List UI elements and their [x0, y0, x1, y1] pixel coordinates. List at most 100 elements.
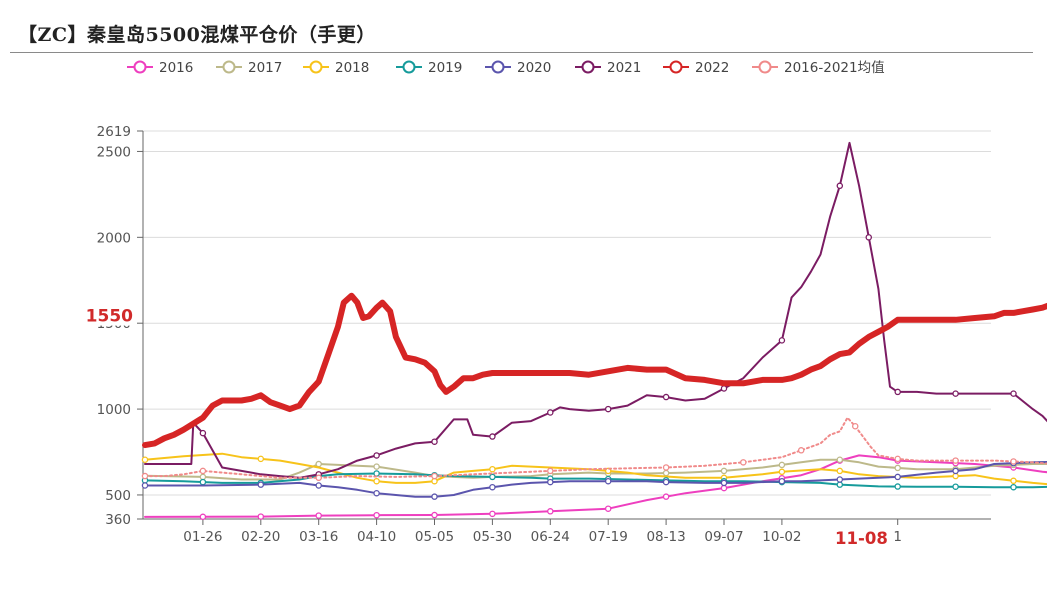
x-tick-label: 10-02	[762, 529, 801, 545]
series-point-2018	[1010, 477, 1017, 485]
legend-label-2021: 2021	[607, 60, 641, 76]
series-point-2018	[952, 472, 959, 480]
legend-marker-2017	[222, 60, 236, 74]
series-point-2019	[894, 483, 901, 490]
series-point-2016-2021均值	[894, 455, 901, 463]
series-point-2021	[604, 405, 612, 413]
legend-label-2018: 2018	[335, 60, 369, 76]
x-tick-label: 02-20	[241, 529, 280, 545]
series-point-2019	[836, 481, 844, 488]
x-tick-label: 1	[893, 529, 902, 545]
series-point-2021	[952, 390, 959, 397]
series-point-2016	[489, 510, 496, 518]
series-line-2019	[144, 472, 1047, 489]
series-point-2020	[952, 467, 959, 475]
series-point-2021	[720, 385, 728, 392]
series-point-2021	[373, 452, 380, 459]
series-point-2020	[315, 482, 322, 489]
y-tick-label: 500	[105, 488, 131, 504]
series-point-2020	[489, 483, 496, 491]
series-point-2021	[489, 433, 496, 440]
series-line-2018	[144, 452, 1047, 486]
series-point-2020	[662, 478, 670, 486]
chart-grid	[143, 130, 991, 520]
series-point-2016	[257, 513, 265, 520]
title-divider	[10, 52, 1033, 53]
series-point-2021	[894, 388, 901, 396]
series-point-2020	[257, 481, 265, 488]
legend-marker-2021	[581, 60, 595, 74]
series-point-2017	[836, 456, 844, 463]
series-line-2021	[144, 141, 1047, 479]
series-point-2016-2021均值	[797, 447, 805, 454]
series-point-2016	[547, 508, 554, 515]
series-point-2016	[199, 513, 207, 521]
series-line-2020	[144, 461, 1047, 498]
legend-label-2022: 2022	[695, 60, 729, 76]
series-point-2020	[547, 478, 554, 486]
series-point-2016-2021均值	[141, 472, 149, 480]
series-point-2017	[778, 461, 786, 469]
series-point-2020	[778, 477, 786, 485]
series-point-2021	[547, 409, 554, 416]
legend-marker-2018	[309, 60, 323, 74]
series-point-2016	[373, 511, 380, 519]
series-point-2017	[720, 467, 728, 475]
legend-marker-2016-2021均值	[758, 60, 772, 74]
x-tick-label: 01-26	[183, 529, 222, 545]
x-highlight-label: 11-08	[835, 529, 888, 548]
series-point-2021	[199, 429, 207, 437]
series-point-2016-2021均值	[952, 457, 959, 464]
series-point-2019	[1010, 483, 1017, 491]
series-point-2018	[373, 477, 380, 485]
series-point-2017	[373, 463, 380, 470]
series-point-2019	[373, 470, 380, 477]
x-tick-label: 05-30	[473, 529, 512, 545]
series-point-2016	[431, 511, 438, 519]
series-point-2021	[836, 182, 844, 190]
series-point-2021	[662, 393, 670, 401]
y-tick-label: 2500	[97, 144, 131, 160]
series-point-2016-2021均值	[662, 464, 670, 471]
legend-label-2017: 2017	[248, 60, 282, 76]
legend-label-2016-2021均值: 2016-2021均值	[784, 60, 885, 76]
series-point-2021	[778, 337, 786, 344]
legend-marker-2022	[669, 60, 683, 74]
series-point-2016	[604, 505, 612, 512]
series-point-2016-2021均值	[431, 472, 438, 480]
series-point-2020	[720, 479, 728, 487]
y-tick-label: 2619	[97, 124, 131, 140]
chart-axes: 36050010001500200025002619155001-2602-20…	[84, 124, 991, 548]
series-point-2016-2021均值	[1010, 458, 1017, 465]
series-point-2021	[865, 234, 873, 241]
x-tick-label: 07-19	[589, 529, 628, 545]
legend-marker-2016	[133, 60, 147, 74]
series-point-2019	[489, 473, 496, 481]
x-tick-label: 04-10	[357, 529, 396, 545]
series-point-2017	[199, 473, 207, 481]
series-point-2018	[778, 468, 786, 476]
series-point-2016-2021均值	[851, 423, 859, 430]
chart-legend: 2016 2017 2018 2019 2020 2021 2022 2016-2021均值	[127, 60, 885, 76]
y-highlight-label: 1550	[86, 307, 133, 327]
series-point-2020	[431, 493, 438, 500]
y-tick-label: 1000	[97, 402, 131, 418]
x-tick-label: 08-13	[646, 529, 685, 545]
series-point-2019	[952, 483, 959, 490]
series-point-2019	[199, 478, 207, 486]
series-line-2017	[144, 458, 1047, 481]
series-point-2017	[894, 464, 901, 472]
series-point-2021	[431, 438, 438, 445]
series-point-2017	[662, 469, 670, 477]
x-tick-label: 03-16	[299, 529, 338, 545]
series-point-2016-2021均值	[315, 474, 322, 482]
series-point-2018	[257, 455, 265, 463]
y-tick-label: 360	[105, 512, 131, 528]
legend-label-2019: 2019	[428, 60, 462, 76]
legend-label-2020: 2020	[517, 60, 551, 76]
series-point-2016-2021均值	[547, 467, 554, 475]
chart-series	[141, 141, 1047, 521]
series-point-2020	[373, 489, 380, 497]
x-tick-label: 09-07	[704, 529, 743, 545]
